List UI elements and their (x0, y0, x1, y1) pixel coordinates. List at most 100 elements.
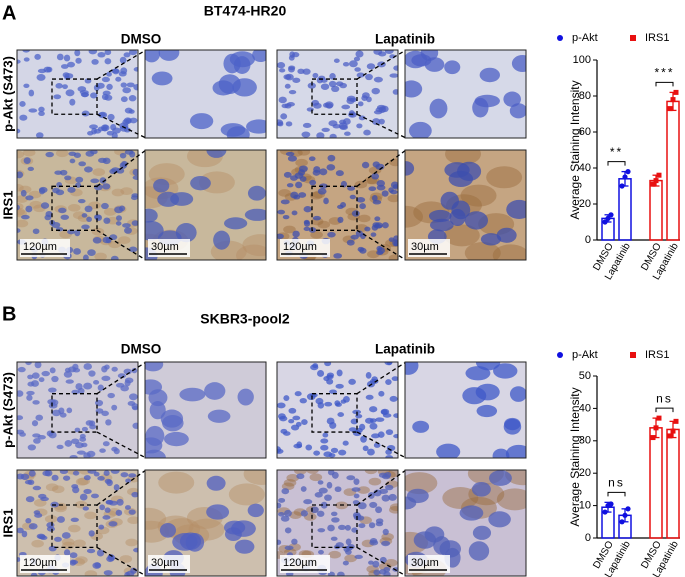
nucleus (337, 216, 344, 223)
nucleus (296, 441, 303, 448)
nucleus (234, 539, 255, 554)
stain (117, 236, 131, 244)
nucleus (153, 178, 170, 193)
nucleus (376, 180, 385, 187)
nucleus (405, 161, 415, 176)
nucleus (373, 50, 383, 55)
nucleus (316, 510, 325, 517)
nucleus (283, 171, 292, 178)
nucleus (326, 481, 333, 489)
row-label: p-Akt (S473) (0, 372, 15, 448)
nucleus (384, 50, 394, 55)
panel-title: SKBR3-pool2 (200, 311, 290, 327)
nucleus (323, 102, 329, 108)
micrograph-frame (276, 469, 399, 577)
nucleus (128, 109, 135, 114)
nucleus (88, 370, 96, 377)
micrograph (405, 50, 526, 138)
data-point (625, 169, 631, 175)
nucleus (45, 151, 54, 158)
nucleus (111, 167, 120, 173)
nucleus (17, 415, 24, 421)
micrograph (145, 50, 266, 138)
nucleus (373, 224, 383, 229)
nucleus (104, 478, 112, 484)
nucleus (355, 413, 363, 419)
nucleus (330, 536, 338, 541)
scale-bar-box (148, 239, 190, 257)
nucleus (107, 113, 115, 121)
significance-label: ns (656, 391, 673, 405)
nucleus (365, 394, 374, 400)
zoom-box (51, 504, 98, 549)
nucleus (84, 205, 93, 213)
nucleus (358, 523, 366, 529)
bar (649, 179, 663, 241)
nucleus (302, 68, 311, 75)
zoom-line (356, 546, 407, 577)
stain (91, 227, 105, 236)
nucleus (87, 249, 96, 256)
nucleus (295, 421, 302, 427)
nucleus (384, 362, 393, 366)
nucleus (206, 150, 227, 158)
nucleus (175, 222, 197, 243)
nucleus (122, 223, 131, 228)
nucleus (319, 168, 328, 176)
nucleus (277, 402, 286, 409)
nucleus (381, 222, 389, 229)
nucleus (331, 85, 340, 93)
nucleus (102, 183, 111, 190)
stain (289, 511, 302, 520)
nucleus (328, 80, 337, 88)
nucleus (369, 501, 378, 509)
nucleus (90, 150, 98, 155)
nucleus (351, 210, 360, 217)
y-axis-label: Average Staining Intensity (568, 80, 582, 219)
nucleus (115, 215, 122, 221)
nucleus (284, 509, 292, 517)
nucleus (368, 560, 374, 565)
micrograph-frame (276, 361, 399, 459)
nucleus (309, 179, 317, 186)
stain (92, 168, 106, 176)
stain (283, 225, 296, 234)
nucleus (509, 386, 526, 402)
nucleus (356, 72, 365, 78)
nucleus (74, 229, 81, 237)
nucleus (317, 480, 324, 485)
nucleus (36, 73, 46, 81)
nucleus (132, 175, 138, 180)
scale-bar-label: 120µm (23, 557, 57, 569)
nucleus (342, 61, 350, 67)
nucleus (429, 218, 454, 232)
nucleus (63, 549, 71, 556)
stain (405, 205, 424, 228)
nucleus (303, 206, 312, 213)
nucleus (89, 124, 98, 130)
nucleus (296, 473, 305, 480)
nucleus (26, 394, 33, 401)
nucleus (479, 67, 500, 83)
stain (17, 219, 29, 228)
nucleus (506, 199, 526, 220)
y-tick-label: 50 (579, 370, 591, 382)
nucleus (233, 56, 251, 74)
nucleus (303, 226, 311, 232)
nucleus (352, 500, 360, 505)
nucleus (363, 129, 371, 136)
nucleus (124, 379, 131, 387)
nucleus (64, 367, 71, 373)
nucleus (38, 377, 45, 383)
nucleus (83, 382, 93, 390)
nucleus (317, 402, 325, 409)
legend-marker (557, 35, 563, 41)
nucleus (115, 221, 122, 226)
stain (22, 150, 36, 157)
nucleus (335, 542, 344, 548)
nucleus (93, 471, 100, 477)
nucleus (37, 434, 46, 440)
nucleus (82, 506, 89, 511)
panel-label: B (2, 303, 16, 325)
nucleus (471, 481, 491, 497)
